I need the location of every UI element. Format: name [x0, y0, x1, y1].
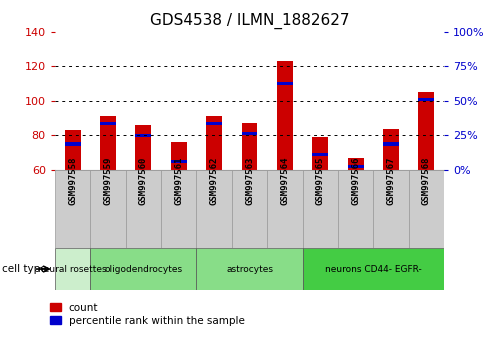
Text: GSM997558: GSM997558 [68, 156, 77, 205]
Text: GSM997568: GSM997568 [422, 156, 431, 205]
Bar [197, 170, 232, 248]
Bar [348, 165, 364, 168]
Bar [419, 98, 434, 101]
Bar [171, 160, 187, 163]
Bar [348, 158, 364, 170]
Title: GDS4538 / ILMN_1882627: GDS4538 / ILMN_1882627 [150, 13, 349, 29]
Bar [277, 82, 293, 85]
Text: GSM997565: GSM997565 [316, 156, 325, 205]
Text: neural rosettes: neural rosettes [38, 264, 107, 274]
Bar [197, 248, 302, 290]
Bar [242, 123, 257, 170]
Bar [232, 170, 267, 248]
Text: oligodendrocytes: oligodendrocytes [104, 264, 183, 274]
Bar [100, 116, 116, 170]
Bar [383, 142, 399, 145]
Bar [312, 153, 328, 156]
Bar [373, 170, 409, 248]
Bar [161, 170, 197, 248]
Bar [55, 248, 90, 290]
Text: GSM997564: GSM997564 [280, 156, 289, 205]
Bar [64, 142, 80, 145]
Bar [312, 137, 328, 170]
Bar [135, 134, 151, 137]
Bar [419, 92, 434, 170]
Bar [338, 170, 373, 248]
Text: GSM997560: GSM997560 [139, 156, 148, 205]
Text: GSM997561: GSM997561 [174, 156, 183, 205]
Text: cell type: cell type [2, 264, 47, 274]
Text: GSM997563: GSM997563 [245, 156, 254, 205]
Bar [302, 170, 338, 248]
Bar [267, 170, 302, 248]
Bar [383, 129, 399, 170]
Text: astrocytes: astrocytes [226, 264, 273, 274]
Text: GSM997562: GSM997562 [210, 156, 219, 205]
Bar [242, 132, 257, 135]
Bar [126, 170, 161, 248]
Bar [135, 125, 151, 170]
Bar [409, 170, 444, 248]
Text: neurons CD44- EGFR-: neurons CD44- EGFR- [325, 264, 422, 274]
Bar [277, 61, 293, 170]
Bar [206, 116, 222, 170]
Bar [90, 248, 197, 290]
Bar [64, 130, 80, 170]
Text: GSM997566: GSM997566 [351, 156, 360, 205]
Bar [90, 170, 126, 248]
Text: GSM997559: GSM997559 [103, 156, 112, 205]
Legend: count, percentile rank within the sample: count, percentile rank within the sample [50, 303, 245, 326]
Bar [171, 142, 187, 170]
Bar [55, 170, 90, 248]
Bar [100, 122, 116, 125]
Text: GSM997567: GSM997567 [387, 156, 396, 205]
Bar [206, 122, 222, 125]
Bar [302, 248, 444, 290]
